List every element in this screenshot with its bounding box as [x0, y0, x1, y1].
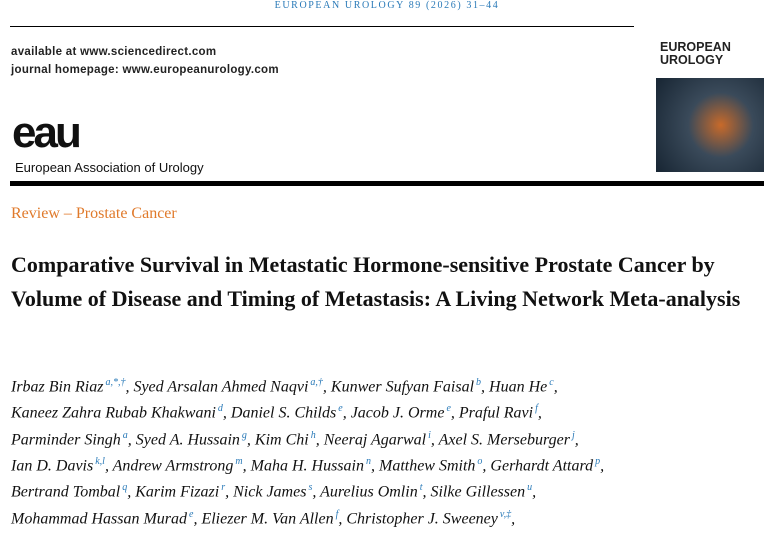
author-line: Bertrand Tombal q, Karim Fizazi r, Nick Ja…	[11, 477, 771, 503]
author-name: Daniel S. Childs	[230, 404, 337, 422]
separator: ,	[193, 509, 198, 527]
author-name: Eliezer M. Van Allen	[201, 509, 334, 527]
affiliation-mark: d	[217, 403, 223, 415]
affiliation-mark: h	[310, 429, 316, 441]
affiliation-mark: u	[527, 482, 533, 494]
separator: ,	[574, 430, 579, 448]
affiliation-mark: f	[335, 508, 339, 520]
author-name: Andrew Armstrong	[112, 457, 234, 475]
author-line: Parminder Singh a, Syed A. Hussain g, Kim …	[11, 425, 771, 451]
separator: ,	[312, 483, 317, 501]
cover-title: EUROPEAN UROLOGY	[660, 40, 731, 67]
author-line: Irbaz Bin Riaz a,*,†, Syed Arsalan Ahmed …	[11, 372, 771, 398]
affiliation-mark: o	[477, 455, 483, 467]
author-name: Irbaz Bin Riaz	[11, 378, 104, 396]
logo: eau	[12, 108, 82, 157]
separator: ,	[225, 483, 230, 501]
separator: ,	[532, 483, 537, 501]
author-name: Maha H. Hussain	[250, 457, 364, 475]
author-name: Praful Ravi	[458, 404, 534, 422]
author-name: Nick James	[233, 483, 307, 501]
affiliation-mark: r	[221, 482, 226, 494]
separator: ,	[315, 430, 320, 448]
author-name: Kaneez Zahra Rubab Khakwani	[11, 404, 216, 422]
author-name: Silke Gillessen	[430, 483, 526, 501]
affiliation-mark: b	[476, 377, 482, 388]
separator: ,	[222, 404, 227, 422]
affiliation-mark: p	[595, 455, 601, 467]
author-line: Kaneez Zahra Rubab Khakwani d, Daniel S. …	[11, 398, 771, 424]
author-name: Matthew Smith	[378, 457, 476, 475]
society-name: European Association of Urology	[15, 160, 204, 175]
affiliation-mark: g	[241, 429, 247, 441]
author-name: Jacob J. Orme	[350, 404, 445, 422]
affiliation-mark: m	[235, 455, 243, 467]
author-name: Huan He	[489, 378, 548, 396]
author-name: Syed Arsalan Ahmed Naqvi	[133, 378, 309, 396]
rule	[10, 181, 764, 186]
affiliation-mark: k,l	[95, 455, 105, 467]
author-name: Syed A. Hussain	[135, 430, 240, 448]
affiliation-mark: t	[419, 482, 423, 494]
separator: ,	[246, 430, 251, 448]
author-line: Mohammad Hassan Murad e, Eliezer M. Van A…	[11, 504, 771, 530]
affiliation-mark: e	[189, 508, 194, 520]
separator: ,	[104, 457, 109, 475]
author-name: Ian D. Davis	[11, 457, 94, 475]
affiliation-mark: a,*,†	[105, 377, 126, 388]
affiliation-mark: j	[571, 429, 575, 441]
homepage: journal homepage: www.europeanurology.co…	[11, 64, 279, 76]
section-label: Review – Prostate Cancer	[11, 205, 177, 222]
affiliation-mark: f	[535, 403, 538, 415]
author-name: Christopher J. Sweeney	[346, 509, 498, 527]
affiliation-mark: q	[122, 482, 128, 494]
author-name: Axel S. Merseburger	[438, 430, 570, 448]
separator: ,	[481, 378, 486, 396]
separator: ,	[342, 404, 347, 422]
author-name: Aurelius Omlin	[320, 483, 418, 501]
cover-header	[656, 38, 764, 78]
affiliation-mark: e	[446, 403, 451, 415]
article-title: Comparative Survival in Metastatic Hormo…	[11, 252, 741, 311]
separator: ,	[482, 457, 487, 475]
author-name: Karim Fizazi	[135, 483, 220, 501]
availability: available at www.sciencedirect.com	[11, 46, 217, 58]
affiliation-mark: c	[549, 377, 554, 388]
separator: ,	[600, 457, 605, 475]
separator: ,	[125, 378, 130, 396]
author-name: Parminder Singh	[11, 430, 121, 448]
author-line: Ian D. Davis k,l, Andrew Armstrong m, Maha…	[11, 451, 771, 477]
author-name: Neeraj Agarwal	[323, 430, 427, 448]
separator: ,	[338, 509, 343, 527]
author-list: Irbaz Bin Riaz a,*,†, Syed Arsalan Ahmed …	[11, 372, 771, 533]
separator: ,	[450, 404, 455, 422]
affiliation-mark: e	[338, 403, 343, 415]
affiliation-mark: v,‡	[499, 508, 512, 520]
separator: ,	[242, 457, 247, 475]
separator: ,	[370, 457, 375, 475]
author-name: Kunwer Sufyan Faisal	[330, 378, 475, 396]
separator: ,	[127, 483, 132, 501]
separator: ,	[422, 483, 427, 501]
affiliation-mark: a,†	[310, 377, 323, 388]
rule	[10, 26, 634, 27]
journal-ref: EUROPEAN UROLOGY 89 (2026) 31–44	[274, 0, 500, 11]
separator: ,	[430, 430, 435, 448]
separator: ,	[322, 378, 327, 396]
author-name: Kim Chi	[254, 430, 309, 448]
separator: ,	[127, 430, 132, 448]
affiliation-mark: n	[365, 455, 371, 467]
affiliation-mark: i	[428, 429, 431, 441]
separator: ,	[553, 378, 558, 396]
journal-cover: EUROPEAN UROLOGY	[656, 38, 764, 172]
separator: ,	[537, 404, 542, 422]
author-name: Bertrand Tombal	[11, 483, 121, 501]
affiliation-mark: s	[308, 482, 313, 494]
author-name: Gerhardt Attard	[490, 457, 594, 475]
author-name: Mohammad Hassan Murad	[11, 509, 187, 527]
separator: ,	[511, 509, 516, 527]
affiliation-mark: a	[122, 429, 128, 441]
